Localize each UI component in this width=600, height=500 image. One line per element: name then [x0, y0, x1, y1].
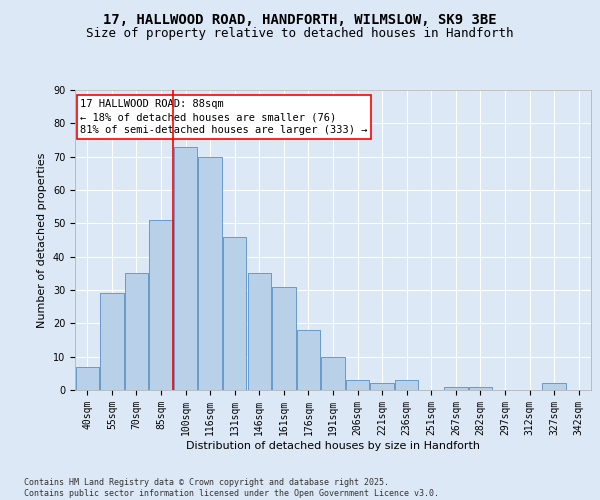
Bar	[346, 380, 369, 390]
Text: 17 HALLWOOD ROAD: 88sqm
← 18% of detached houses are smaller (76)
81% of semi-de: 17 HALLWOOD ROAD: 88sqm ← 18% of detache…	[80, 99, 368, 136]
Y-axis label: Number of detached properties: Number of detached properties	[37, 152, 47, 328]
Bar	[199, 156, 222, 390]
Bar	[322, 356, 344, 390]
Bar	[542, 384, 566, 390]
Bar	[248, 274, 271, 390]
Bar	[272, 286, 296, 390]
Bar	[223, 236, 247, 390]
Bar	[395, 380, 418, 390]
Bar	[174, 146, 197, 390]
Bar	[297, 330, 320, 390]
Bar	[76, 366, 99, 390]
Bar	[444, 386, 467, 390]
Bar	[469, 386, 492, 390]
Text: 17, HALLWOOD ROAD, HANDFORTH, WILMSLOW, SK9 3BE: 17, HALLWOOD ROAD, HANDFORTH, WILMSLOW, …	[103, 12, 497, 26]
Text: Contains HM Land Registry data © Crown copyright and database right 2025.
Contai: Contains HM Land Registry data © Crown c…	[24, 478, 439, 498]
Bar	[125, 274, 148, 390]
Bar	[370, 384, 394, 390]
X-axis label: Distribution of detached houses by size in Handforth: Distribution of detached houses by size …	[186, 440, 480, 450]
Bar	[100, 294, 124, 390]
Text: Size of property relative to detached houses in Handforth: Size of property relative to detached ho…	[86, 28, 514, 40]
Bar	[149, 220, 173, 390]
